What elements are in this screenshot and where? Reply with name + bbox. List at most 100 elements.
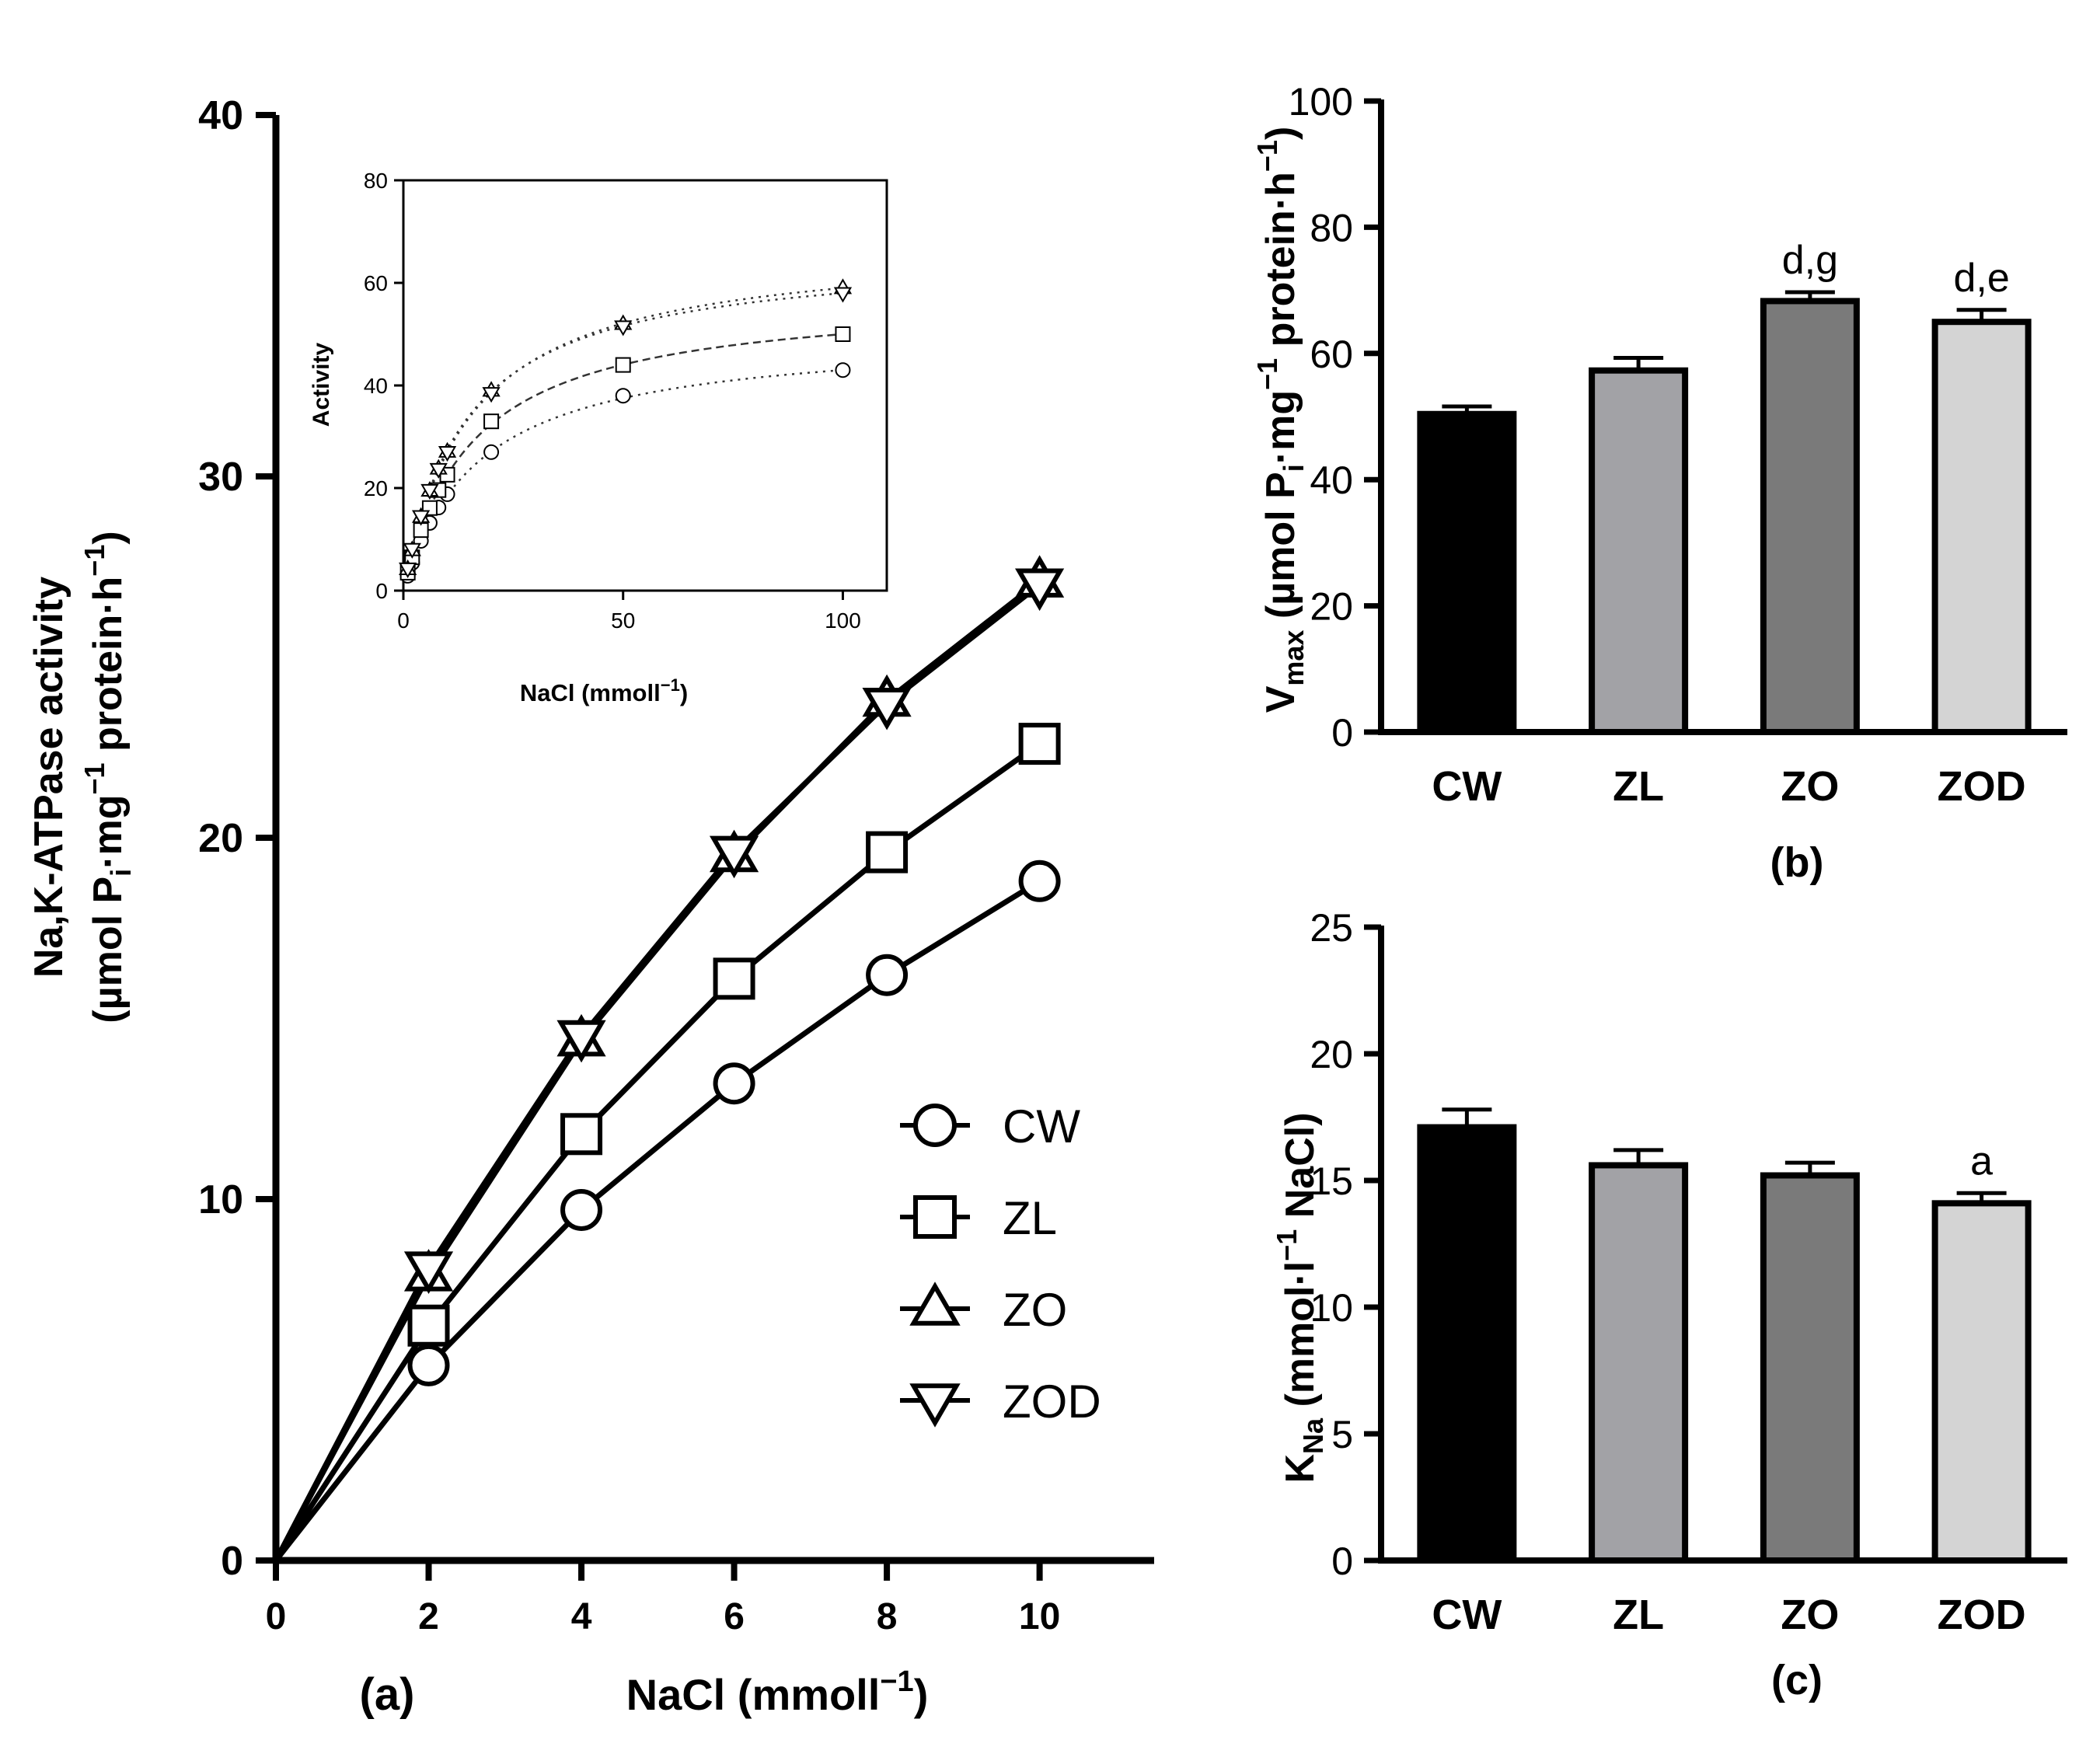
- panel-a-xtick-label: 8: [877, 1596, 898, 1637]
- panel-a-point-cw: [713, 1062, 755, 1105]
- panel-a-legend: CW ZL ZO ZOD: [900, 1100, 1101, 1428]
- panel-b-bar-cw: [1417, 410, 1517, 735]
- inset-point-zod: [482, 387, 501, 403]
- panel-c-ytick-label: 25: [1310, 906, 1353, 950]
- legend-label-zl: ZL: [1003, 1192, 1057, 1244]
- inset-point-zl: [615, 357, 631, 373]
- panel-a-line-zl: [274, 741, 1041, 1562]
- panel-c-bar-zo: [1760, 1172, 1860, 1564]
- panel-a-point-cw: [1018, 860, 1061, 902]
- panel-a-point-zl: [560, 1113, 603, 1156]
- legend-marker-cw: [913, 1104, 957, 1147]
- legend-label-zo: ZO: [1003, 1284, 1067, 1336]
- panel-a-xtick-label: 10: [1019, 1596, 1060, 1637]
- panel-c-ytick-label: 5: [1331, 1413, 1353, 1456]
- inset-ytick-label: 60: [364, 271, 388, 295]
- panel-b-category-label: CW: [1432, 763, 1502, 810]
- panel-b-bars: [1417, 290, 2032, 735]
- inset-xtick-label: 100: [825, 608, 861, 633]
- inset-point-cw: [483, 444, 500, 460]
- inset-point-zod: [833, 287, 853, 303]
- legend-marker-zod: [909, 1383, 961, 1428]
- inset-fit-zod: [404, 292, 841, 580]
- inset-ytick-label: 80: [364, 169, 388, 193]
- panel-a-point-cw: [866, 954, 909, 996]
- panel-b-annotation: d,g: [1782, 238, 1838, 283]
- panel-c-ytick-label: 20: [1310, 1033, 1353, 1076]
- inset-frame: [402, 179, 888, 592]
- panel-a-point-cw: [407, 1344, 450, 1386]
- panel-a-xtick-label: 2: [418, 1596, 439, 1637]
- panel-b-ytick-label: 40: [1310, 459, 1353, 502]
- panel-c-bar-cw: [1417, 1124, 1517, 1564]
- panel-c: 0 5 10 15 20 25 CW ZL ZO ZOD a KNa (mmol·l−1 NaCl)…: [1271, 906, 2067, 1703]
- panel-b-category-label: ZL: [1613, 763, 1664, 810]
- panel-a-xlabel: NaCl (mmoll−1): [626, 1665, 929, 1719]
- panel-a-axes: [256, 112, 1154, 1581]
- inset-ytick-label: 20: [364, 476, 388, 500]
- panel-b-bar-zo: [1760, 298, 1860, 735]
- panel-a-point-zod: [709, 835, 759, 879]
- panel-a-markers: [403, 555, 1065, 1386]
- panel-b-bar-zod: [1931, 319, 2032, 735]
- panel-b-ylabel: Vmax (µmol Pi·mg−1 protein·h−1): [1251, 127, 1310, 713]
- inset-point-cw: [835, 362, 851, 378]
- panel-a-xtick-label: 0: [266, 1596, 287, 1637]
- panel-a-inset: 0 20 40 60 80 0 50 100 Activity NaCl (mmoll−1): [309, 169, 888, 706]
- panel-b-ytick-label: 0: [1331, 711, 1353, 755]
- panel-a: 0 10 20 30 40 0 2 4 6 8 10 Na,K-ATPase activity (µ…: [26, 93, 1154, 1720]
- panel-a-point-zl: [866, 831, 909, 874]
- panel-b: 0 20 40 60 80 100 CW ZL ZO d,g ZOD d,e Vmax (µmol P…: [1251, 80, 2067, 886]
- panel-a-xtick-label: 6: [724, 1596, 745, 1637]
- panel-a-label: (a): [360, 1669, 415, 1720]
- inset-point-zod: [399, 562, 417, 578]
- panel-a-point-zod: [862, 687, 912, 731]
- inset-point-zod: [411, 510, 431, 526]
- panel-c-label: (c): [1771, 1657, 1823, 1703]
- panel-b-category-label: ZO: [1781, 763, 1839, 810]
- panel-c-bar-zod: [1931, 1200, 2032, 1564]
- panel-b-bar-zl: [1589, 367, 1689, 735]
- panel-b-labels: 0 20 40 60 80 100 CW ZL ZO d,g ZOD d,e: [1289, 80, 2026, 810]
- panel-c-ytick-label: 10: [1310, 1286, 1353, 1330]
- panel-a-ytick-label: 0: [221, 1539, 243, 1584]
- panel-a-point-zod: [403, 1251, 454, 1294]
- panel-a-ytick-label: 40: [198, 93, 243, 138]
- inset-point-zod: [614, 320, 633, 336]
- panel-c-ylabel: KNa (mmol·l−1 NaCl): [1271, 1112, 1329, 1483]
- panel-c-category-label: ZL: [1613, 1592, 1664, 1638]
- panel-c-bars: [1417, 1107, 2032, 1564]
- inset-axes: [394, 179, 888, 600]
- panel-c-ytick-label: 15: [1310, 1159, 1353, 1203]
- panel-a-xtick-label: 4: [571, 1596, 592, 1637]
- panel-c-annotation: a: [1970, 1139, 1993, 1184]
- inset-point-zod: [403, 542, 421, 559]
- panel-a-point-zl: [407, 1304, 450, 1347]
- panel-c-category-label: CW: [1432, 1592, 1502, 1638]
- panel-a-point-zod: [1015, 568, 1065, 612]
- panel-b-ytick-label: 80: [1310, 206, 1353, 249]
- panel-a-ytick-label: 30: [198, 455, 243, 500]
- inset-point-zod: [420, 483, 439, 500]
- inset-markers: [399, 278, 853, 584]
- panel-c-ytick-label: 0: [1331, 1540, 1353, 1583]
- inset-point-zod: [438, 446, 457, 462]
- panel-a-point-zod: [556, 1020, 606, 1063]
- panel-a-ytick-label: 10: [198, 1177, 243, 1222]
- panel-c-category-label: ZO: [1781, 1592, 1839, 1638]
- inset-point-zod: [429, 462, 448, 479]
- legend-label-zod: ZOD: [1003, 1376, 1101, 1428]
- inset-point-zl: [835, 326, 851, 342]
- panel-b-ytick-label: 100: [1289, 80, 1353, 124]
- panel-a-ylabel-line2: (µmol Pi·mg−1 protein·h−1): [78, 531, 137, 1023]
- inset-tick-labels: 0 20 40 60 80 0 50 100: [364, 169, 861, 633]
- panel-b-category-label: ZOD: [1938, 763, 2026, 810]
- legend-marker-zl: [913, 1195, 957, 1239]
- panel-a-lines: [273, 579, 1041, 1563]
- panel-b-ytick-label: 60: [1310, 333, 1353, 376]
- inset-point-cw: [615, 388, 631, 404]
- panel-c-category-label: ZOD: [1938, 1592, 2026, 1638]
- panel-a-line-zod: [273, 582, 1041, 1562]
- inset-xlabel: NaCl (mmoll−1): [520, 675, 688, 706]
